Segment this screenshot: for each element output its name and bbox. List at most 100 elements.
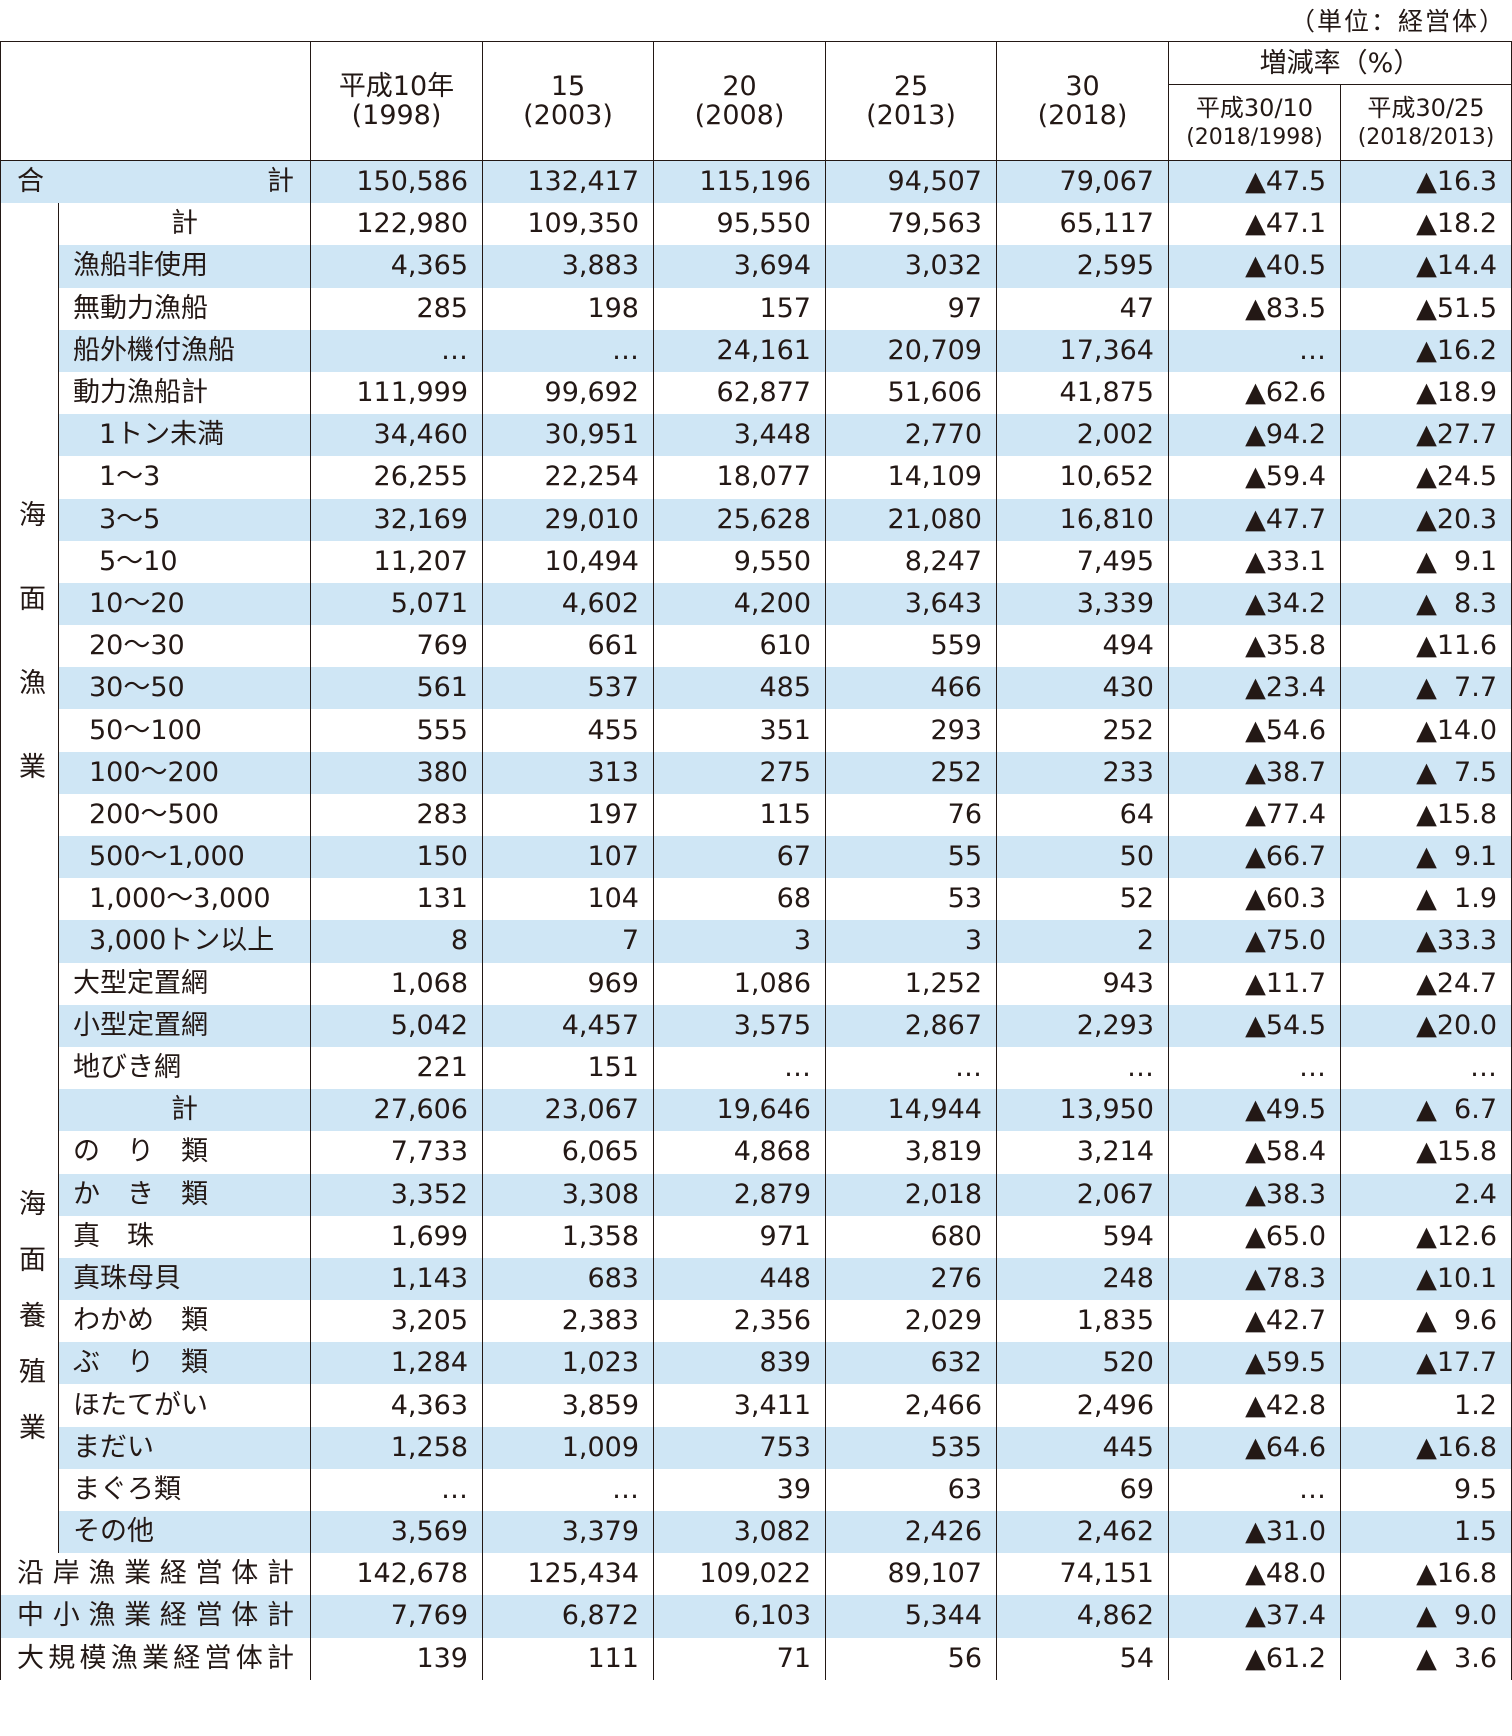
rate-cell: ▲65.0 bbox=[1168, 1215, 1341, 1258]
rate-cell: ▲31.0 bbox=[1168, 1511, 1341, 1554]
rate-cell: ▲18.9 bbox=[1340, 371, 1512, 415]
row-label: その他 bbox=[58, 1511, 311, 1554]
value-cell: 2,356 bbox=[653, 1300, 826, 1343]
row-label: 10～20 bbox=[58, 582, 311, 626]
rate-cell: 9.5 bbox=[1340, 1468, 1512, 1511]
rate-cell: ▲35.8 bbox=[1168, 625, 1341, 668]
row-label: の り 類 bbox=[58, 1131, 311, 1174]
rate-cell: ▲27.7 bbox=[1340, 414, 1512, 457]
value-cell: 1,023 bbox=[482, 1342, 654, 1385]
table-row: 1トン未満 34,460 30,951 3,448 2,770 2,002 ▲94.2 ▲27… bbox=[1, 414, 1512, 457]
rate-cell: 1.5 bbox=[1340, 1511, 1512, 1554]
value-cell: 466 bbox=[825, 667, 997, 710]
value-cell: 79,563 bbox=[825, 203, 997, 246]
row-label: 真 珠 bbox=[58, 1215, 311, 1258]
rate-cell: ▲12.6 bbox=[1340, 1215, 1512, 1258]
value-cell: 115 bbox=[653, 793, 826, 836]
row-label: 1～3 bbox=[58, 456, 311, 499]
table-row: 海面漁業計 122,980 109,350 95,550 79,563 65,117 ▲47… bbox=[0, 203, 1512, 1090]
value-cell: 351 bbox=[653, 709, 826, 752]
rate-cell: ▲ 1.9 bbox=[1340, 878, 1512, 921]
table-row: 沿岸漁業経営体計 142,678 125,434 109,022 89,107 74,15… bbox=[0, 1553, 1512, 1596]
group-label: 海面漁業 bbox=[14, 500, 45, 837]
value-cell: 3,448 bbox=[653, 414, 826, 457]
rate-cell: ▲18.2 bbox=[1340, 203, 1512, 246]
row-label: 合計 bbox=[0, 160, 311, 204]
value-cell: 561 bbox=[310, 667, 483, 710]
value-cell: 3,694 bbox=[653, 245, 826, 288]
rate-cell: ▲20.0 bbox=[1340, 1004, 1512, 1047]
value-cell: 104 bbox=[482, 878, 654, 921]
value-cell: 252 bbox=[996, 709, 1169, 752]
value-cell: 276 bbox=[825, 1257, 997, 1301]
value-cell: 198 bbox=[482, 287, 654, 330]
row-label: 3,000トン以上 bbox=[58, 920, 311, 963]
table-row: 真珠母貝 1,143 683 448 276 248 ▲78.3 ▲10.1 bbox=[1, 1257, 1512, 1301]
rate-cell: ▲49.5 bbox=[1168, 1089, 1341, 1132]
value-cell: 2 bbox=[996, 920, 1169, 963]
value-cell: 18,077 bbox=[653, 456, 826, 499]
table-row: 200～500 283 197 115 76 64 ▲77.4 ▲15.8 bbox=[1, 793, 1512, 836]
row-label: 大型定置網 bbox=[58, 962, 311, 1005]
rate-cell: ▲16.8 bbox=[1340, 1426, 1512, 1469]
value-cell: 54 bbox=[996, 1637, 1169, 1680]
value-cell: 2,018 bbox=[825, 1173, 997, 1216]
table-row: 50～100 555 455 351 293 252 ▲54.6 ▲14.0 bbox=[1, 709, 1512, 752]
value-cell: 683 bbox=[482, 1257, 654, 1301]
value-cell: … bbox=[653, 1046, 826, 1090]
value-cell: 122,980 bbox=[310, 203, 483, 246]
rate-cell: ▲38.3 bbox=[1168, 1173, 1341, 1216]
value-cell: 23,067 bbox=[482, 1089, 654, 1132]
row-label: 30～50 bbox=[58, 667, 311, 710]
rate-cell: ▲ 7.5 bbox=[1340, 751, 1512, 794]
value-cell: 969 bbox=[482, 962, 654, 1005]
header-year: 30 (2018) bbox=[996, 41, 1169, 161]
value-cell: 39 bbox=[653, 1468, 826, 1511]
value-cell: 2,595 bbox=[996, 245, 1169, 288]
row-label: 50～100 bbox=[58, 709, 311, 752]
rate-cell: ▲59.4 bbox=[1168, 456, 1341, 499]
rate-cell: ▲11.6 bbox=[1340, 625, 1512, 668]
value-cell: 5,071 bbox=[310, 582, 483, 626]
rate-cell: ▲42.7 bbox=[1168, 1300, 1341, 1343]
row-label: か き 類 bbox=[58, 1173, 311, 1216]
rate-cell: ▲11.7 bbox=[1168, 962, 1341, 1005]
header-rate-sub: 平成30/25 (2018/2013) bbox=[1340, 84, 1512, 161]
value-cell: 3,205 bbox=[310, 1300, 483, 1343]
rate-cell: ▲48.0 bbox=[1168, 1553, 1341, 1596]
rate-cell: ▲ 6.7 bbox=[1340, 1089, 1512, 1132]
rate-cell: ▲51.5 bbox=[1340, 287, 1512, 330]
rate-cell: ▲83.5 bbox=[1168, 287, 1341, 330]
value-cell: 3,569 bbox=[310, 1511, 483, 1554]
value-cell: 14,109 bbox=[825, 456, 997, 499]
value-cell: 3,214 bbox=[996, 1131, 1169, 1174]
value-cell: 2,879 bbox=[653, 1173, 826, 1216]
value-cell: 2,383 bbox=[482, 1300, 654, 1343]
value-cell: 27,606 bbox=[310, 1089, 483, 1132]
rate-cell: 2.4 bbox=[1340, 1173, 1512, 1216]
table-row: 大型定置網 1,068 969 1,086 1,252 943 ▲11.7 ▲24.7 bbox=[1, 962, 1512, 1005]
table-row: 500～1,000 150 107 67 55 50 ▲66.7 ▲ 9.1 bbox=[1, 836, 1512, 879]
value-cell: 3,308 bbox=[482, 1173, 654, 1216]
rate-cell: ▲66.7 bbox=[1168, 836, 1341, 879]
value-cell: 56 bbox=[825, 1637, 997, 1680]
value-cell: 7,769 bbox=[310, 1595, 483, 1638]
table-row: 10～20 5,071 4,602 4,200 3,643 3,339 ▲34.2 ▲ 8.3 bbox=[1, 582, 1512, 626]
value-cell: 233 bbox=[996, 751, 1169, 794]
value-cell: … bbox=[310, 329, 483, 372]
value-cell: 68 bbox=[653, 878, 826, 921]
value-cell: 293 bbox=[825, 709, 997, 752]
value-cell: 99,692 bbox=[482, 371, 654, 415]
value-cell: 1,143 bbox=[310, 1257, 483, 1301]
rate-cell: ▲ 3.6 bbox=[1340, 1637, 1512, 1680]
value-cell: 769 bbox=[310, 625, 483, 668]
value-cell: 4,602 bbox=[482, 582, 654, 626]
table-row: 大規模漁業経営体計 139 111 71 56 54 ▲61.2 ▲ 3.6 bbox=[0, 1637, 1512, 1680]
table-row: 1,000～3,000 131 104 68 53 52 ▲60.3 ▲ 1.9 bbox=[1, 878, 1512, 921]
value-cell: 10,494 bbox=[482, 540, 654, 583]
value-cell: 6,065 bbox=[482, 1131, 654, 1174]
value-cell: 32,169 bbox=[310, 498, 483, 541]
value-cell: 4,363 bbox=[310, 1384, 483, 1427]
rate-cell: ▲10.1 bbox=[1340, 1257, 1512, 1301]
rate-cell: ▲64.6 bbox=[1168, 1426, 1341, 1469]
